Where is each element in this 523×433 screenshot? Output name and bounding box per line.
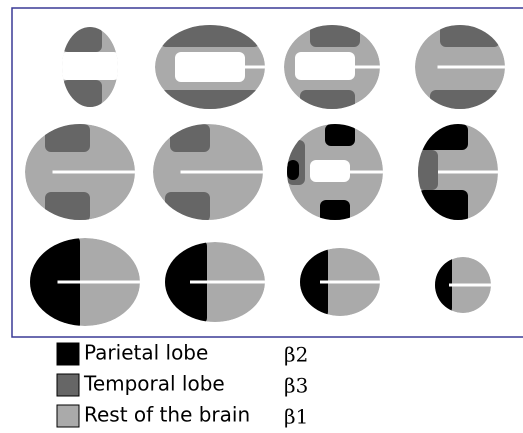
brain-region [418,150,438,190]
legend-label: Rest of the brain [84,403,250,427]
legend-symbol: β2 [284,343,308,367]
figure: Parietal lobe Temporal lobe Rest of the … [0,0,523,433]
brain-region [287,160,299,180]
legend-swatch [57,343,79,365]
brain-region [325,124,355,146]
legend-swatch [57,405,79,427]
legend-label: Temporal lobe [83,372,225,396]
legend-label: Parietal lobe [84,341,208,365]
legend-symbol: β1 [284,405,308,429]
legend-swatch [57,374,79,396]
legend: Parietal lobe Temporal lobe Rest of the … [57,341,308,429]
legend-symbol: β3 [284,374,308,398]
